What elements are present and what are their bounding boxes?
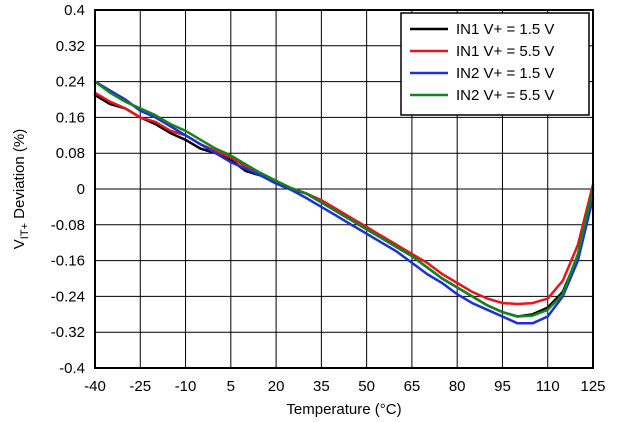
series-line-1 — [93, 93, 595, 318]
y-tick-label: 0.4 — [64, 2, 85, 19]
legend-label-4: IN2 V+ = 5.5 V — [456, 87, 554, 104]
series-line-4 — [93, 80, 595, 318]
y-tick-label: 0.32 — [56, 38, 85, 55]
y-axis-label-main: V — [11, 239, 28, 249]
x-tick-label: 110 — [536, 378, 560, 395]
x-tick-label: 65 — [404, 378, 421, 395]
y-tick-labels: 0.4 0.32 0.24 0.16 0.08 0 -0.08 -0.16 -0.24 -0.32… — [51, 2, 85, 377]
y-tick-label: -0.08 — [51, 217, 85, 234]
y-tick-label: -0.24 — [51, 288, 85, 305]
x-tick-label: 50 — [358, 378, 375, 395]
series-line-3 — [93, 80, 595, 325]
y-tick-label: 0 — [77, 181, 85, 198]
x-axis-label: Temperature (°C) — [286, 401, 401, 418]
x-tick-label: -25 — [129, 378, 151, 395]
x-tick-label: 95 — [494, 378, 511, 395]
x-tick-label: 35 — [313, 378, 330, 395]
y-axis-label: VIT+ Deviation (%) — [11, 129, 31, 249]
x-tick-label: -10 — [175, 378, 197, 395]
legend-items: IN1 V+ = 1.5 V IN1 V+ = 5.5 V IN2 V+ = 1.5… — [410, 21, 554, 104]
series-line-2 — [93, 91, 595, 306]
x-tick-label: 5 — [227, 378, 235, 395]
x-tick-label: 80 — [449, 378, 466, 395]
x-tick-label: 20 — [268, 378, 285, 395]
y-tick-label: -0.32 — [51, 324, 85, 341]
y-axis-label-subscript: IT+ — [19, 223, 31, 239]
legend-label-3: IN2 V+ = 1.5 V — [456, 65, 554, 82]
series-group — [93, 80, 595, 325]
y-axis-label-rest: Deviation (%) — [11, 129, 28, 223]
legend-label-1: IN1 V+ = 1.5 V — [456, 21, 554, 38]
x-tick-label: -40 — [84, 378, 106, 395]
y-tick-label: 0.16 — [56, 109, 85, 126]
y-tick-label: -0.4 — [59, 360, 85, 377]
x-tick-labels: -40 -25 -10 5 20 35 50 65 80 95 110 125 — [84, 378, 605, 395]
y-tick-label: 0.08 — [56, 145, 85, 162]
plot-frame — [94, 9, 594, 369]
legend: IN1 V+ = 1.5 V IN1 V+ = 5.5 V IN2 V+ = 1.5… — [400, 12, 590, 116]
y-tick-label: 0.24 — [56, 74, 85, 91]
y-tick-label: -0.16 — [51, 253, 85, 270]
legend-label-2: IN1 V+ = 5.5 V — [456, 43, 554, 60]
x-tick-label: 125 — [580, 378, 605, 395]
